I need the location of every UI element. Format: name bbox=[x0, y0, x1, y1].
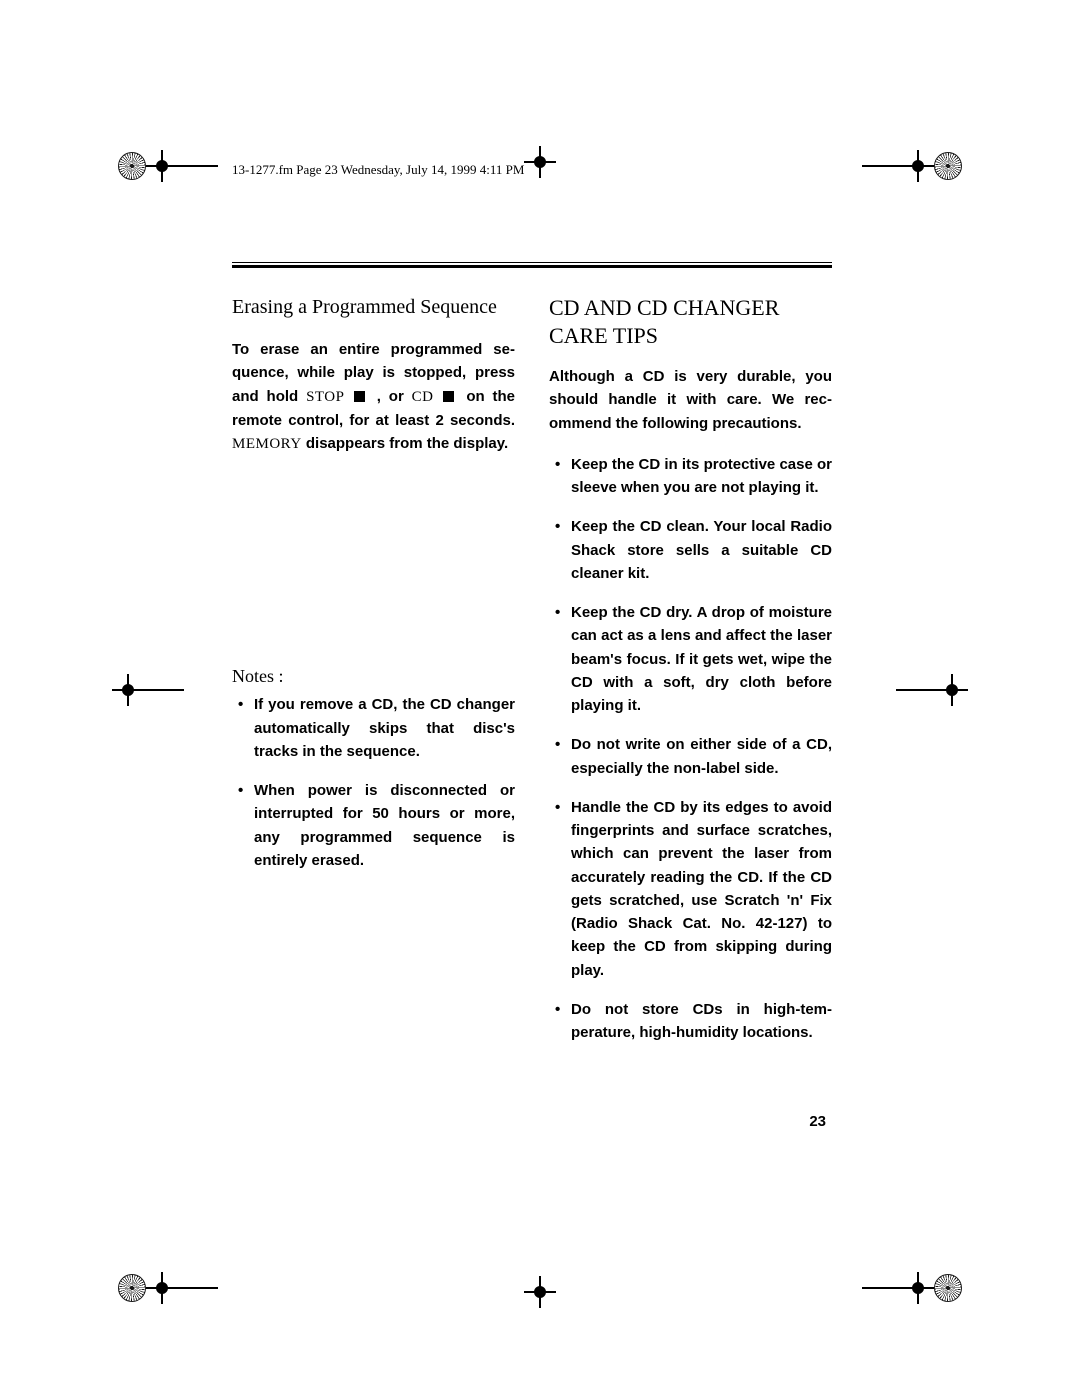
erase-text-mid: , or bbox=[377, 388, 412, 405]
crop-line-icon bbox=[862, 165, 902, 167]
page-content: Erasing a Programmed Sequence To erase a… bbox=[232, 262, 832, 1060]
register-mark-icon bbox=[118, 680, 138, 700]
top-double-rule bbox=[232, 262, 832, 268]
care-tip-item: Do not write on either side of a CD, esp… bbox=[549, 733, 832, 780]
left-subheading: Erasing a Programmed Sequence bbox=[232, 294, 515, 320]
crop-mark-top-right bbox=[862, 152, 962, 180]
stop-icon bbox=[443, 391, 454, 402]
crop-line-icon bbox=[144, 689, 184, 691]
care-tip-item: Keep the CD dry. A drop of moisture can … bbox=[549, 601, 832, 717]
right-column: CD AND CD CHANGER CARE TIPS Although a C… bbox=[549, 294, 832, 1060]
notes-word: Notes bbox=[232, 666, 274, 686]
care-tip-item: Do not store CDs in high-tem­perature, h… bbox=[549, 998, 832, 1045]
crop-line-icon bbox=[862, 1287, 902, 1289]
ornament-icon bbox=[934, 1274, 962, 1302]
crop-mark-bottom-left bbox=[118, 1274, 218, 1302]
right-heading: CD AND CD CHANGER CARE TIPS bbox=[549, 294, 832, 349]
crop-mark-mid-left bbox=[118, 680, 184, 700]
crop-mark-bottom-right bbox=[862, 1274, 962, 1302]
cd-label: CD bbox=[412, 389, 442, 405]
stop-label: STOP bbox=[306, 389, 352, 405]
care-tip-item: Keep the CD in its protective case or sl… bbox=[549, 453, 832, 500]
stop-icon bbox=[354, 391, 365, 402]
register-mark-icon bbox=[908, 1278, 928, 1298]
crop-line-icon bbox=[178, 1287, 218, 1289]
register-mark-icon bbox=[530, 1282, 550, 1302]
ornament-icon bbox=[118, 1274, 146, 1302]
register-mark-icon bbox=[942, 680, 962, 700]
ornament-icon bbox=[118, 152, 146, 180]
care-tip-item: Handle the CD by its edges to avoid fing… bbox=[549, 796, 832, 982]
register-mark-icon bbox=[152, 1278, 172, 1298]
crop-mark-top-center bbox=[530, 152, 550, 172]
notes-list: If you remove a CD, the CD changer autom… bbox=[232, 693, 515, 872]
note-item: If you remove a CD, the CD changer autom… bbox=[232, 693, 515, 763]
memory-label: MEMORY bbox=[232, 436, 302, 452]
crop-line-icon bbox=[896, 689, 936, 691]
crop-mark-bottom-center bbox=[530, 1282, 550, 1302]
register-mark-icon bbox=[530, 152, 550, 172]
two-column-layout: Erasing a Programmed Sequence To erase a… bbox=[232, 294, 832, 1060]
notes-heading: Notes : bbox=[232, 666, 515, 687]
left-column: Erasing a Programmed Sequence To erase a… bbox=[232, 294, 515, 1060]
note-item: When power is disconnected or interrupte… bbox=[232, 779, 515, 872]
erase-text-3: disappears from the display. bbox=[306, 435, 508, 452]
register-mark-icon bbox=[908, 156, 928, 176]
care-tip-item: Keep the CD clean. Your local Radio Shac… bbox=[549, 515, 832, 585]
crop-line-icon bbox=[178, 165, 218, 167]
ornament-icon bbox=[934, 152, 962, 180]
running-head: 13-1277.fm Page 23 Wednesday, July 14, 1… bbox=[232, 162, 524, 178]
register-mark-icon bbox=[152, 156, 172, 176]
care-tips-list: Keep the CD in its protective case or sl… bbox=[549, 453, 832, 1045]
care-intro: Although a CD is very durable, you shoul… bbox=[549, 365, 832, 435]
crop-mark-mid-right bbox=[896, 680, 962, 700]
crop-mark-top-left bbox=[118, 152, 218, 180]
erase-paragraph: To erase an entire programmed se­quence,… bbox=[232, 338, 515, 456]
notes-colon: : bbox=[274, 666, 284, 686]
page-number: 23 bbox=[809, 1113, 826, 1130]
